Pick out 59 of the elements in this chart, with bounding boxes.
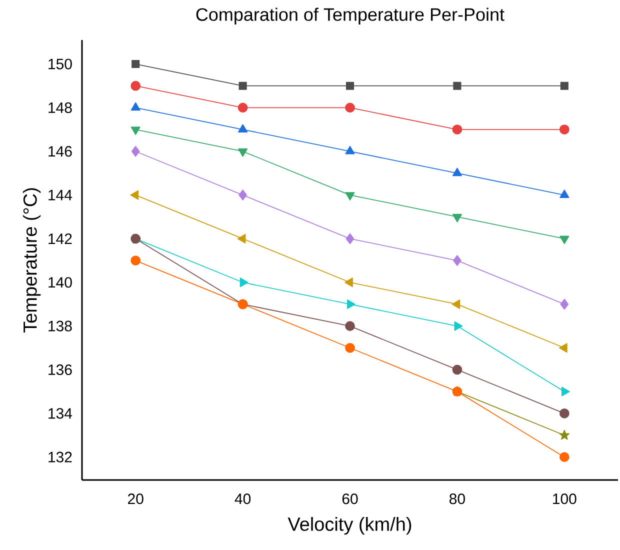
point [559, 430, 570, 440]
x-tick-label: 60 [342, 494, 358, 504]
point [559, 452, 570, 462]
point [560, 236, 570, 244]
point [345, 102, 355, 113]
x-tick-label: 100 [553, 494, 576, 504]
point [454, 321, 463, 331]
y-tick-label: 142 [48, 233, 72, 244]
point [559, 124, 570, 134]
point [240, 278, 248, 288]
point [346, 233, 354, 244]
point [238, 148, 248, 157]
point [345, 192, 355, 200]
y-tick-label: 132 [48, 452, 72, 462]
point [130, 102, 140, 111]
point [560, 82, 568, 90]
point [345, 146, 355, 154]
point [560, 190, 570, 198]
point [558, 343, 568, 353]
point [238, 190, 247, 200]
point [452, 299, 460, 309]
point [344, 278, 353, 288]
x-tick-label: 80 [450, 494, 465, 504]
point [453, 82, 462, 90]
y-tick-label: 146 [48, 146, 72, 157]
point [130, 126, 140, 135]
point [130, 80, 141, 91]
point [452, 364, 462, 375]
point [238, 82, 247, 90]
y-tick-label: 134 [48, 408, 72, 419]
point [559, 408, 570, 418]
chart-title: Comparation of Temperature Per-Point [196, 8, 504, 24]
point [452, 124, 462, 134]
y-tick-label: 136 [48, 364, 72, 376]
point [452, 168, 462, 176]
y-axis-title: Temperature (°C) [22, 188, 41, 333]
point [345, 321, 355, 331]
point [238, 124, 248, 132]
x-tick-label: 20 [128, 494, 144, 504]
point [560, 298, 569, 310]
x-axis-title: Velocity (km/h) [288, 516, 412, 535]
x-tick-label: 40 [234, 494, 251, 504]
point [346, 82, 354, 90]
point [132, 60, 140, 68]
y-tick-label: 140 [48, 277, 72, 288]
point [238, 102, 248, 113]
point [237, 234, 246, 244]
y-tick-label: 150 [48, 58, 72, 70]
point [347, 299, 356, 309]
y-tick-label: 138 [48, 320, 72, 332]
y-tick-label: 148 [48, 102, 72, 113]
y-tick-label: 144 [48, 190, 72, 200]
point [345, 342, 355, 353]
point [453, 255, 462, 266]
point [131, 146, 140, 157]
point [452, 214, 462, 222]
point [130, 256, 141, 266]
point [561, 386, 570, 396]
point [130, 190, 139, 200]
